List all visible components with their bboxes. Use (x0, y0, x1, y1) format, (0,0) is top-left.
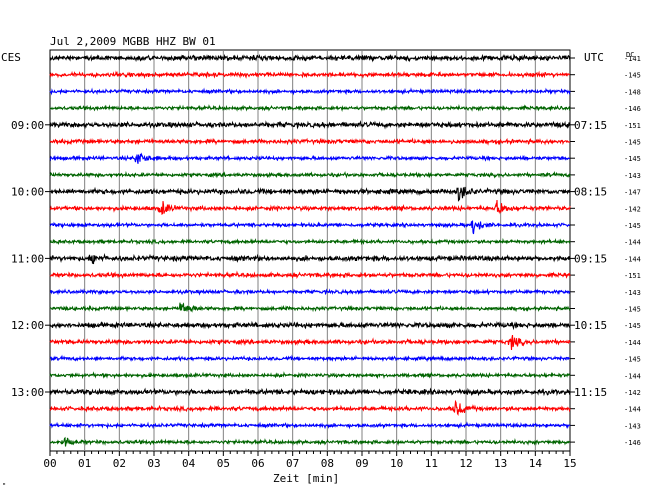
plot-frame (49, 49, 571, 452)
seismogram-trace (49, 320, 571, 331)
x-tick-label: 00 (43, 457, 56, 470)
seismogram-trace (49, 371, 571, 380)
x-tick-label: 05 (217, 457, 230, 470)
seismogram-trace (49, 334, 571, 350)
x-tick-label: 04 (182, 457, 196, 470)
dc-offset-label: -143 (624, 422, 641, 430)
x-tick-label: 14 (529, 457, 543, 470)
x-tick-label: 02 (113, 457, 126, 470)
dc-offset-label: -145 (624, 322, 641, 330)
dc-offset-label: -145 (624, 222, 641, 230)
dc-offset-label: -148 (624, 88, 641, 96)
dc-offset-label: -144 (624, 372, 641, 380)
seismogram-trace (49, 270, 571, 280)
dc-offset-label: -145 (624, 139, 641, 147)
dc-label: DC (626, 51, 634, 59)
right-timezone-label: UTC (584, 51, 604, 64)
dc-offset-label: -143 (624, 172, 641, 180)
dc-offset-label: -146 (624, 105, 641, 113)
seismogram-trace (49, 237, 571, 246)
seismogram-trace (49, 186, 571, 202)
seismogram-trace (49, 53, 571, 63)
dc-offset-label: -144 (624, 406, 641, 414)
dc-offset-label: -144 (624, 339, 641, 347)
right-time-label: 10:15 (574, 319, 607, 332)
dc-offset-label: -141 (624, 55, 641, 63)
seismogram-trace (49, 152, 571, 164)
left-time-label: 11:00 (11, 252, 44, 265)
x-tick-label: 06 (251, 457, 264, 470)
seismogram-trace (49, 288, 571, 296)
x-tick-label: 07 (286, 457, 299, 470)
seismogram-trace (49, 421, 571, 430)
x-tick-label: 11 (425, 457, 438, 470)
seismogram-trace (49, 387, 571, 397)
seismogram-trace (49, 170, 571, 179)
x-tick-label: 12 (459, 457, 472, 470)
corner-mark: " (2, 482, 6, 490)
seismogram-trace (49, 104, 571, 112)
left-time-label: 10:00 (11, 186, 44, 199)
left-time-label: 12:00 (11, 319, 44, 332)
seismogram-trace (49, 354, 571, 363)
dc-offset-label: -145 (624, 306, 641, 314)
right-time-label: 09:15 (574, 252, 607, 265)
left-time-label: 13:00 (11, 386, 44, 399)
dc-offset-label: -145 (624, 72, 641, 80)
dc-offset-label: -147 (624, 189, 641, 197)
left-timezone-label: CES (1, 51, 21, 64)
right-time-label: 07:15 (574, 119, 607, 132)
dc-offset-label: -142 (624, 205, 641, 213)
seismogram-trace (49, 436, 570, 447)
right-time-label: 11:15 (574, 386, 607, 399)
seismogram-trace (49, 302, 571, 313)
x-tick-label: 08 (321, 457, 334, 470)
x-tick-label: 13 (494, 457, 507, 470)
x-tick-label: 09 (355, 457, 368, 470)
dc-offset-label: -151 (624, 122, 641, 130)
chart-title: Jul 2,2009 MGBB HHZ BW 01 (50, 35, 216, 48)
dc-offset-label: -144 (624, 255, 641, 263)
x-tick-label: 01 (78, 457, 91, 470)
x-tick-label: 03 (147, 457, 160, 470)
dc-offset-label: -146 (624, 439, 641, 447)
dc-offset-label: -142 (624, 389, 641, 397)
x-tick-label: 10 (390, 457, 403, 470)
right-time-label: 08:15 (574, 186, 607, 199)
x-axis-label: Zeit [min] (273, 472, 339, 485)
seismogram-trace (49, 399, 571, 416)
seismogram-trace (49, 220, 571, 235)
seismogram-trace (49, 87, 571, 96)
seismogram-trace (49, 252, 571, 265)
dc-offset-label: -143 (624, 289, 641, 297)
dc-offset-label: -151 (624, 272, 641, 280)
dc-offset-label: -144 (624, 239, 641, 247)
seismogram-trace (49, 120, 571, 130)
seismogram-trace (49, 137, 571, 146)
left-time-label: 09:00 (11, 119, 44, 132)
dc-offset-label: -145 (624, 356, 641, 364)
seismogram-trace (49, 70, 571, 79)
seismogram-trace (49, 199, 571, 215)
dc-offset-label: -145 (624, 155, 641, 163)
x-tick-label: 15 (563, 457, 576, 470)
